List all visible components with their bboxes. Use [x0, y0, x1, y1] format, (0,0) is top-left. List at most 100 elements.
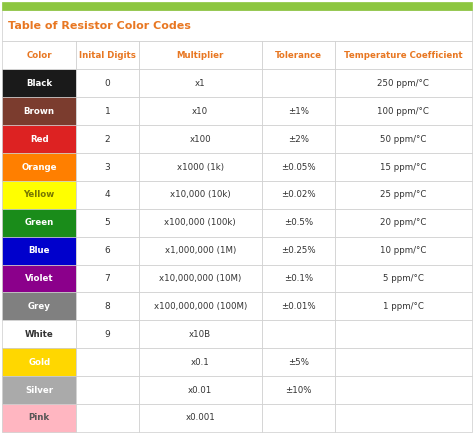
Text: Brown: Brown	[24, 107, 55, 116]
Text: Temperature Coefficient: Temperature Coefficient	[344, 51, 463, 60]
Bar	[262, 376, 335, 404]
Text: x100: x100	[189, 135, 211, 144]
Bar	[76, 265, 139, 293]
Bar	[335, 348, 472, 376]
Bar	[76, 41, 139, 69]
Text: Green: Green	[25, 218, 54, 227]
Bar	[139, 404, 262, 432]
Text: ±2%: ±2%	[288, 135, 309, 144]
Bar	[2, 320, 76, 348]
Text: Grey: Grey	[28, 302, 51, 311]
Text: 250 ppm/°C: 250 ppm/°C	[377, 79, 429, 88]
Bar	[335, 293, 472, 320]
Bar	[139, 125, 262, 153]
Text: 3: 3	[105, 162, 110, 171]
Text: ±0.01%: ±0.01%	[281, 302, 316, 311]
Text: ±1%: ±1%	[288, 107, 309, 116]
Bar	[262, 209, 335, 237]
Text: Violet: Violet	[25, 274, 54, 283]
Bar	[2, 181, 76, 209]
Bar	[262, 237, 335, 265]
Bar	[76, 376, 139, 404]
Bar	[76, 181, 139, 209]
Text: 4: 4	[105, 191, 110, 199]
Bar	[139, 376, 262, 404]
Text: 15 ppm/°C: 15 ppm/°C	[380, 162, 427, 171]
Text: 0: 0	[105, 79, 110, 88]
Text: x1: x1	[195, 79, 206, 88]
Bar	[262, 293, 335, 320]
Text: 5: 5	[105, 218, 110, 227]
Bar	[76, 153, 139, 181]
Bar	[335, 237, 472, 265]
Bar	[76, 69, 139, 97]
Bar	[262, 320, 335, 348]
Text: x10B: x10B	[189, 330, 211, 339]
Text: ±0.05%: ±0.05%	[281, 162, 316, 171]
Bar	[335, 69, 472, 97]
Text: ±0.02%: ±0.02%	[281, 191, 316, 199]
Text: Silver: Silver	[25, 385, 53, 395]
Bar	[335, 125, 472, 153]
Text: ±0.25%: ±0.25%	[281, 246, 316, 255]
Bar	[76, 97, 139, 125]
Text: 1: 1	[105, 107, 110, 116]
Text: Orange: Orange	[21, 162, 57, 171]
Text: Multiplier: Multiplier	[176, 51, 224, 60]
Text: ±0.5%: ±0.5%	[284, 218, 313, 227]
Bar	[262, 125, 335, 153]
Bar	[2, 153, 76, 181]
Bar	[2, 125, 76, 153]
Bar	[139, 97, 262, 125]
Text: x100,000,000 (100M): x100,000,000 (100M)	[154, 302, 247, 311]
Text: x1,000,000 (1M): x1,000,000 (1M)	[164, 246, 236, 255]
Bar	[76, 348, 139, 376]
Text: ±5%: ±5%	[288, 358, 309, 367]
Text: Tolerance: Tolerance	[275, 51, 322, 60]
Bar	[2, 41, 76, 69]
Bar	[262, 404, 335, 432]
Text: ±10%: ±10%	[285, 385, 311, 395]
Bar	[139, 348, 262, 376]
Bar	[335, 376, 472, 404]
Text: x100,000 (100k): x100,000 (100k)	[164, 218, 236, 227]
Bar	[76, 293, 139, 320]
Text: ±0.1%: ±0.1%	[284, 274, 313, 283]
Text: x10,000 (10k): x10,000 (10k)	[170, 191, 230, 199]
Bar	[139, 153, 262, 181]
Bar	[262, 153, 335, 181]
Text: 100 ppm/°C: 100 ppm/°C	[377, 107, 429, 116]
Bar	[2, 10, 472, 41]
Text: White: White	[25, 330, 54, 339]
Text: Red: Red	[30, 135, 48, 144]
Text: x0.001: x0.001	[185, 414, 215, 422]
Text: x10,000,000 (10M): x10,000,000 (10M)	[159, 274, 241, 283]
Bar	[2, 293, 76, 320]
Text: 20 ppm/°C: 20 ppm/°C	[380, 218, 427, 227]
Text: Black: Black	[26, 79, 52, 88]
Bar	[2, 237, 76, 265]
Text: x0.01: x0.01	[188, 385, 212, 395]
Bar	[262, 181, 335, 209]
Text: 1 ppm/°C: 1 ppm/°C	[383, 302, 424, 311]
Bar	[139, 41, 262, 69]
Bar	[262, 348, 335, 376]
Text: Yellow: Yellow	[24, 191, 55, 199]
Bar	[262, 41, 335, 69]
Bar	[2, 69, 76, 97]
Text: 25 ppm/°C: 25 ppm/°C	[380, 191, 427, 199]
Bar	[2, 348, 76, 376]
Bar	[139, 293, 262, 320]
Bar	[2, 97, 76, 125]
Bar	[76, 404, 139, 432]
Text: 50 ppm/°C: 50 ppm/°C	[380, 135, 427, 144]
Text: Inital Digits: Inital Digits	[79, 51, 136, 60]
Bar	[139, 181, 262, 209]
Bar	[139, 265, 262, 293]
Bar	[2, 404, 76, 432]
Text: Gold: Gold	[28, 358, 50, 367]
Bar	[76, 125, 139, 153]
Bar	[335, 181, 472, 209]
Bar	[76, 237, 139, 265]
Bar	[2, 2, 472, 10]
